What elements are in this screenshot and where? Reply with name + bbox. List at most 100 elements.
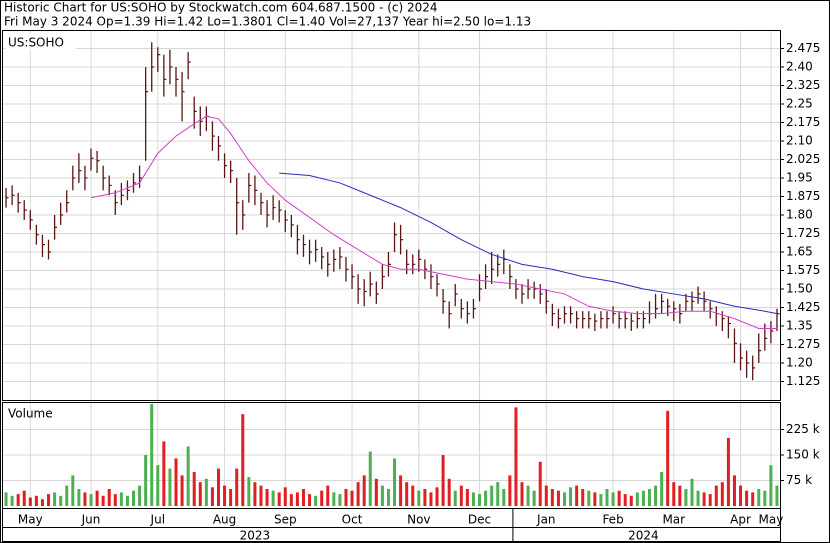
y-tick-label: 1.95 [786, 171, 813, 185]
moving-average [279, 172, 778, 315]
volume-bar [496, 482, 500, 506]
volume-bar [666, 410, 670, 506]
volume-bar [374, 478, 378, 506]
volume-bar [308, 494, 312, 506]
volume-bar [368, 451, 372, 506]
x-tick-label: Nov [407, 513, 430, 527]
volume-tick-label: 150 k [786, 448, 820, 462]
volume-bar [520, 482, 524, 506]
volume-bar [435, 487, 439, 506]
x-tick-label: Aug [213, 513, 236, 527]
volume-bar [162, 441, 166, 506]
moving-average [90, 115, 777, 329]
y-tick-label: 1.875 [786, 189, 820, 203]
volume-bar [83, 492, 87, 506]
y-tick-label: 1.20 [786, 356, 813, 370]
volume-bar [569, 487, 573, 506]
volume-bar [186, 446, 190, 506]
volume-tick-label: 75 k [786, 473, 812, 487]
volume-bar [338, 494, 342, 506]
volume-bar [125, 495, 129, 506]
volume-bar [575, 485, 579, 506]
volume-bar [423, 489, 427, 506]
volume-bar [168, 468, 172, 506]
year-label: 2024 [628, 529, 659, 543]
volume-bar [59, 495, 63, 506]
y-tick-label: 1.275 [786, 337, 820, 351]
volume-bar [623, 494, 627, 506]
volume-bar [271, 490, 275, 506]
volume-bar [283, 487, 287, 506]
chart-subtitle: Fri May 3 2024 Op=1.39 Hi=1.42 Lo=1.3801… [4, 15, 531, 29]
x-tick-label: Oct [342, 513, 363, 527]
volume-bar [720, 482, 724, 506]
volume-bar [514, 407, 518, 506]
volume-bar [490, 485, 494, 506]
y-tick-label: 2.10 [786, 134, 813, 148]
x-tick-label: May [18, 513, 43, 527]
volume-bar [556, 490, 560, 506]
volume-bar [393, 458, 397, 506]
y-tick-label: 2.175 [786, 115, 820, 129]
volume-bar [763, 490, 767, 506]
volume-bar [617, 490, 621, 506]
volume-bar [77, 489, 81, 506]
volume-bar [174, 458, 178, 506]
volume-bar [235, 468, 239, 506]
volume-bar [611, 492, 615, 506]
y-tick-label: 1.50 [786, 282, 813, 296]
y-tick-label: 1.125 [786, 374, 820, 388]
x-tick-label: May [758, 513, 783, 527]
volume-bar [350, 490, 354, 506]
date-axis [2, 508, 781, 542]
volume-bar [119, 492, 123, 506]
grid-layer [3, 30, 780, 506]
volume-bar [538, 461, 542, 506]
x-tick-label: Jun [81, 513, 101, 527]
volume-bar [563, 492, 567, 506]
x-tick-label: Mar [662, 513, 685, 527]
volume-bar [107, 489, 111, 506]
volume-bar [65, 485, 69, 506]
volume-bar [478, 494, 482, 506]
volume-bar [295, 492, 299, 506]
volume-bar [441, 455, 445, 506]
volume-bar [429, 492, 433, 506]
volume-bar [253, 482, 257, 506]
volume-bar [581, 489, 585, 506]
volume-bar [684, 489, 688, 506]
volume-bar [289, 494, 293, 506]
y-tick-label: 1.35 [786, 319, 813, 333]
volume-bar [380, 485, 384, 506]
volume-label: Volume [8, 407, 53, 421]
volume-bar [71, 475, 75, 506]
volume-bar [702, 492, 706, 506]
volume-bar [605, 489, 609, 506]
volume-bar [198, 482, 202, 506]
volume-bar [769, 465, 773, 506]
volume-bar [739, 485, 743, 506]
volume-bar [465, 489, 469, 506]
x-tick-label: Apr [730, 513, 751, 527]
volume-bar [216, 468, 220, 506]
volume-bar [314, 495, 318, 506]
volume-bar [47, 494, 51, 506]
volume-bar [16, 494, 20, 506]
volume-bar [751, 492, 755, 506]
volume-bar [277, 492, 281, 506]
year-label: 2023 [240, 529, 271, 543]
volume-bar [526, 485, 530, 506]
volume-bar [708, 494, 712, 506]
volume-bar [550, 489, 554, 506]
volume-bar [210, 487, 214, 506]
volume-bar [241, 414, 245, 506]
volume-bar [417, 490, 421, 506]
chart-title: Historic Chart for US:SOHO by Stockwatch… [4, 1, 438, 15]
volume-bar [138, 485, 142, 506]
volume-bar [34, 495, 38, 506]
volume-bar [229, 489, 233, 506]
volume-tick-label: 225 k [786, 422, 820, 436]
symbol-label: US:SOHO [8, 36, 64, 50]
volume-bar [156, 465, 160, 506]
symbol-box [6, 34, 76, 50]
